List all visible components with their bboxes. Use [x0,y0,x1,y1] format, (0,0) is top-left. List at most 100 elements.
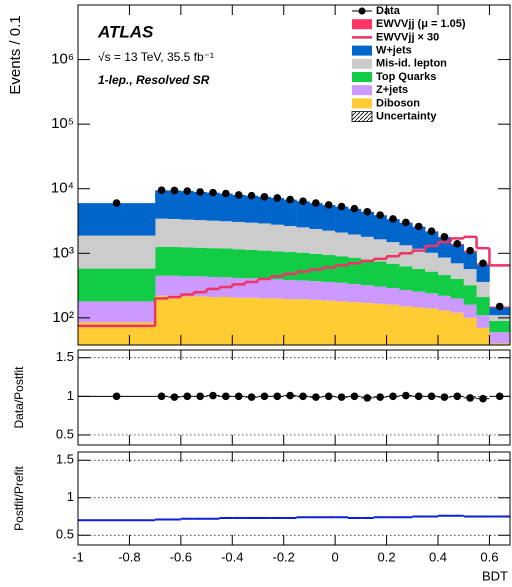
energy-label: √s = 13 TeV, 35.5 fb⁻¹ [98,50,214,64]
stack-bar [399,306,413,345]
x-tick-label: 0 [332,549,339,564]
stack-bar [386,219,400,243]
stack-bar [258,278,272,299]
stack-bar [232,195,246,222]
stack-bar [438,257,452,276]
y-tick-label: 0.5 [56,527,74,542]
stack-bar [335,256,349,283]
stack-bar [399,222,413,246]
stack-bar [348,208,362,235]
stack-bar [463,285,477,305]
data-point [312,199,320,207]
data-point [273,194,282,202]
data-point [376,211,384,219]
stack-bar [193,296,207,345]
stack-bar [155,295,169,345]
data-point [350,204,359,213]
y-tick-label: 10⁶ [51,51,74,68]
stack-bar [245,297,259,345]
stack-bar [476,281,490,298]
stack-bar [232,221,246,250]
stack-bar [155,247,169,276]
ratio-point [466,394,474,402]
plot-area [78,357,510,436]
ratio-point [363,394,372,402]
y-tick-label: 1.5 [56,452,74,467]
data-point [196,188,204,196]
x-tick-label: 0.4 [429,549,447,564]
stack-bar [373,239,387,262]
stack-bar [373,303,387,345]
stack-bar [476,297,490,316]
stack-bar [463,304,477,318]
stack-bar [373,215,387,240]
stack-bar [78,301,156,323]
ratio-point [337,393,346,401]
ratio-point [479,394,487,403]
stack-bar [450,245,465,264]
ratio-point [234,392,243,401]
data-point [495,302,504,311]
stack-bar [219,221,233,249]
ratio-point [324,392,333,401]
stack-bar [245,222,259,250]
stack-bar [489,332,510,344]
y-tick-label: 10⁵ [51,115,74,132]
legend-swatch [352,85,372,96]
stack-bar [425,271,439,294]
stack-bar [232,297,246,345]
stack-bar [322,230,336,256]
legend-swatch [352,19,372,30]
stack-bar [296,280,310,300]
stack-bar [283,280,297,300]
data-point [427,227,436,235]
stack-bar [270,279,285,299]
ratio-point [453,392,462,401]
ratio-point [170,393,179,401]
stack-bar [309,228,323,254]
x-tick-label: -0.8 [118,549,140,564]
stack-bar [283,252,297,281]
stack-bar [476,264,490,282]
stack-bar [206,276,220,298]
stack-bar [450,263,465,279]
stack-bar [360,259,375,286]
ratio-point [286,391,294,400]
y-tick-label: 10³ [52,244,74,261]
ratio-point [299,392,307,401]
stack-bar [219,193,233,222]
stack-bar [348,302,362,345]
stack-bar [450,298,465,313]
y-axis-label: Events / 0.1 [7,15,24,94]
stack-bar [180,191,195,220]
ratio-point [440,393,449,401]
stack-bar [412,248,426,269]
panel: 0.5 1 1.5 -1 -0.8 -0.6 -0.4 -0.2 0 0.2 0.4 0.6 Postf… [12,451,511,583]
atlas-label: ATLAS [97,22,154,41]
data-point [479,259,487,268]
ratio-point [260,392,269,401]
stack-bar [450,278,465,299]
stack-bar [309,281,323,300]
stack-bar [270,197,285,225]
x-axis-label: BDT [482,568,508,583]
y-axis-label: Postfit/Prefit [12,465,26,530]
stack-bar [335,282,349,302]
stack-bar [425,293,439,309]
stack-bar [155,190,169,219]
stack-bar [193,220,207,248]
data-point [209,188,217,197]
ratio-point [196,392,204,401]
stack-bar [373,286,387,304]
stack-bar [335,232,349,257]
data-point [414,222,423,231]
stack-bar [412,226,426,249]
legend-label: Top Quarks [376,71,436,83]
panel: 10² 10³ 10⁴ 10⁵ 10⁶ Events / 0.1 [7,4,511,346]
stack-bar [322,205,336,231]
stack-bar [258,250,272,279]
stack-bar [258,298,272,345]
stack-bar [309,203,323,229]
stack-bar [463,252,477,270]
